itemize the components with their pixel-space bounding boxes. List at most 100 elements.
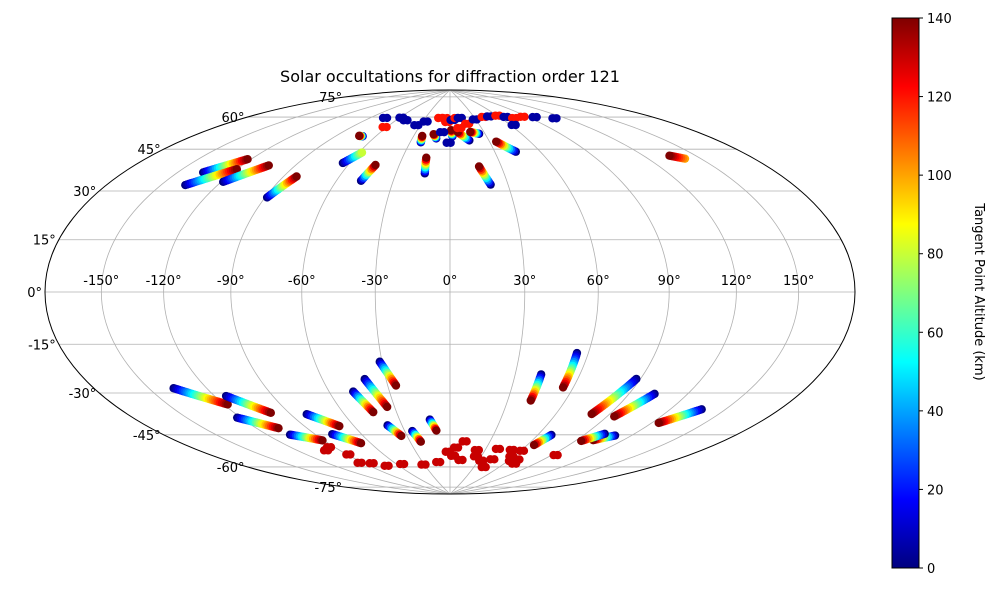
chart-title: Solar occultations for diffraction order… <box>280 67 620 86</box>
longitude-tick-label: -60° <box>288 274 316 289</box>
data-point <box>466 127 475 137</box>
data-point <box>416 437 426 446</box>
graticule <box>45 89 855 495</box>
data-point <box>432 426 441 435</box>
data-point <box>446 138 455 147</box>
data-point <box>323 446 333 455</box>
latitude-tick-label: -15° <box>28 338 56 353</box>
data-point <box>474 162 484 171</box>
data-point <box>552 114 561 123</box>
data-point <box>357 148 367 157</box>
map-border <box>44 89 856 495</box>
latitude-tick-label: 15° <box>33 234 56 249</box>
data-point <box>481 462 490 472</box>
data-point <box>357 458 366 467</box>
map-outline <box>44 89 856 495</box>
data-point <box>403 116 412 125</box>
data-point <box>479 456 488 465</box>
data-point <box>382 402 392 412</box>
data-point <box>587 409 596 419</box>
data-point <box>436 457 445 467</box>
data-point <box>610 412 619 421</box>
data-point <box>382 113 392 123</box>
data-point <box>474 445 484 455</box>
data-point <box>384 461 393 471</box>
data-point <box>665 151 674 160</box>
data-point <box>266 408 276 418</box>
data-point <box>418 131 427 141</box>
data-point <box>429 129 438 139</box>
data-point <box>399 459 409 469</box>
colorbar-tick-label: 140 <box>927 12 952 27</box>
data-point <box>532 112 541 122</box>
data-point <box>421 460 430 469</box>
data-point <box>462 437 471 446</box>
data-point <box>526 396 535 405</box>
data-points <box>169 111 706 472</box>
data-point <box>356 439 366 448</box>
data-point <box>495 444 505 454</box>
data-point <box>422 153 431 162</box>
colorbar-tick-label: 40 <box>927 405 944 420</box>
data-point <box>490 455 499 464</box>
data-point <box>354 131 364 141</box>
longitude-tick-label: 120° <box>721 274 752 289</box>
data-point <box>520 112 529 121</box>
longitude-tick-label: -150° <box>83 274 119 289</box>
longitude-tick-label: -90° <box>217 274 245 289</box>
longitude-tick-label: -30° <box>361 274 389 289</box>
data-point <box>509 445 518 455</box>
data-point <box>423 117 432 126</box>
data-point <box>446 125 456 135</box>
data-point <box>529 440 539 450</box>
data-point <box>654 418 663 428</box>
colorbar-tick-label: 20 <box>927 483 944 498</box>
data-point <box>519 446 529 455</box>
data-point <box>243 155 252 164</box>
longitude-tick-label: 60° <box>587 274 610 289</box>
data-point <box>335 421 344 431</box>
data-point <box>457 123 466 133</box>
data-point <box>346 450 355 459</box>
colorbar-tick-label: 80 <box>927 248 944 263</box>
data-point <box>292 172 301 181</box>
data-point <box>318 436 327 445</box>
colorbar-tick-label: 120 <box>927 91 952 106</box>
data-point <box>577 436 586 446</box>
latitude-tick-labels: -75° -60° -45° -30° -15° 0° 15° 30° 45° 60° 75° <box>27 91 342 496</box>
colorbar-ticks: 0 20 40 60 80 100 120 140 <box>919 12 952 577</box>
data-point <box>439 128 449 137</box>
data-point <box>553 450 562 460</box>
data-point <box>274 423 283 433</box>
latitude-tick-label: -30° <box>69 387 97 402</box>
data-point <box>511 459 521 468</box>
colorbar: 0 20 40 60 80 100 120 140 Tangent Point Altitud… <box>891 12 986 577</box>
data-point <box>264 161 273 170</box>
longitude-tick-label: 90° <box>658 274 681 289</box>
longitude-tick-label: 30° <box>513 274 536 289</box>
latitude-tick-label: 75° <box>319 91 342 106</box>
data-point <box>453 443 463 452</box>
latitude-tick-label: 30° <box>73 185 96 200</box>
latitude-tick-label: 0° <box>27 286 42 301</box>
longitude-tick-label: -120° <box>146 274 182 289</box>
data-point <box>223 400 232 409</box>
colorbar-label: Tangent Point Altitude (km) <box>971 202 986 380</box>
colorbar-tick-label: 0 <box>927 562 935 577</box>
data-point <box>369 459 378 468</box>
data-point <box>371 160 380 170</box>
data-point <box>458 455 467 465</box>
colorbar-tick-label: 100 <box>927 169 952 184</box>
data-point <box>369 407 378 417</box>
data-point <box>511 120 520 130</box>
latitude-tick-label: 60° <box>221 111 244 126</box>
data-point <box>232 165 242 174</box>
longitude-tick-label: 150° <box>783 274 814 289</box>
latitude-tick-label: -75° <box>314 481 342 496</box>
latitude-tick-label: -60° <box>217 461 245 476</box>
latitude-tick-label: 45° <box>138 143 161 158</box>
data-point <box>558 383 568 392</box>
data-point <box>391 381 401 390</box>
latitude-tick-label: -45° <box>133 429 161 444</box>
